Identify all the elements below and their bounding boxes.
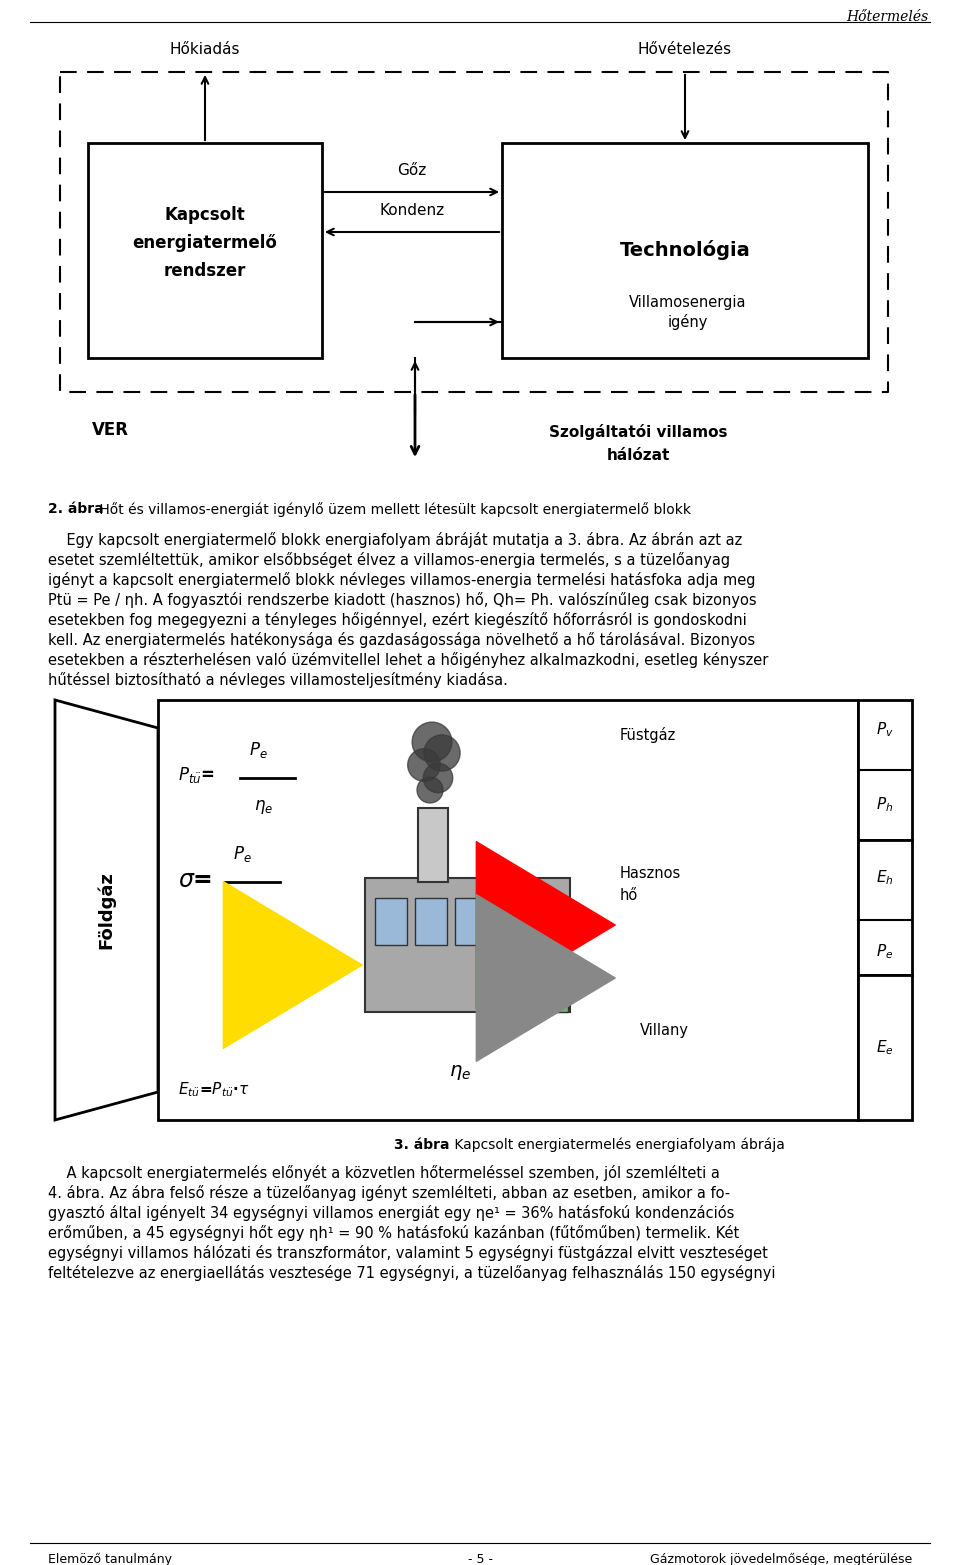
Text: esetet szemléltettük, amikor elsőbbséget élvez a villamos-energia termelés, s a : esetet szemléltettük, amikor elsőbbséget… bbox=[48, 552, 731, 568]
Text: erőműben, a 45 egységnyi hőt egy ηh¹ = 90 % hatásfokú kazánban (fűtőműben) terme: erőműben, a 45 egységnyi hőt egy ηh¹ = 9… bbox=[48, 1225, 739, 1241]
Text: $E_e$: $E_e$ bbox=[876, 1039, 894, 1058]
Text: kell. Az energiatermelés hatékonysága és gazdaságossága növelhető a hő tárolásáv: kell. Az energiatermelés hatékonysága és… bbox=[48, 632, 756, 648]
Text: gyasztó által igényelt 34 egységnyi villamos energiát egy ηe¹ = 36% hatásfokú ko: gyasztó által igényelt 34 egységnyi vill… bbox=[48, 1205, 734, 1221]
Text: $P_e$: $P_e$ bbox=[249, 740, 267, 761]
Text: esetekben fog megegyezni a tényleges hőigénnyel, ezért kiegészítő hőforrásról is: esetekben fog megegyezni a tényleges hői… bbox=[48, 612, 747, 628]
Bar bbox=[365, 878, 570, 1013]
Text: Egy kapcsolt energiatermelő blokk energiafolyam ábráját mutatja a 3. ábra. Az áb: Egy kapcsolt energiatermelő blokk energi… bbox=[48, 532, 742, 548]
Text: $P_e$: $P_e$ bbox=[232, 844, 252, 864]
Text: esetekben a részterhelésen való üzémvitellel lehet a hőigényhez alkalmazkodni, e: esetekben a részterhelésen való üzémvite… bbox=[48, 653, 768, 668]
Text: 2. ábra: 2. ábra bbox=[48, 502, 104, 516]
Text: $E_{t\ddot{u}}$=$P_{t\ddot{u}}$·$\tau$: $E_{t\ddot{u}}$=$P_{t\ddot{u}}$·$\tau$ bbox=[178, 1081, 250, 1099]
Point bbox=[434, 740, 449, 765]
Text: Kapcsolt: Kapcsolt bbox=[164, 207, 246, 224]
Bar bbox=[858, 840, 912, 975]
Text: Hasznos: Hasznos bbox=[620, 865, 682, 881]
Text: Ptü = Pe / ηh. A fogyasztói rendszerbe kiadott (hasznos) hő, Qh= Ph. valószínűle: Ptü = Pe / ηh. A fogyasztói rendszerbe k… bbox=[48, 592, 756, 607]
Text: Hőt és villamos-energiát igénylő üzem mellett létesült kapcsolt energiatermelő b: Hőt és villamos-energiát igénylő üzem me… bbox=[95, 502, 691, 516]
Text: Gőz: Gőz bbox=[397, 163, 426, 178]
Bar bbox=[502, 142, 868, 358]
Point bbox=[424, 729, 440, 754]
Text: Hőkiadás: Hőkiadás bbox=[170, 42, 240, 58]
Text: Villany: Villany bbox=[640, 1022, 689, 1038]
Text: $\eta_e$: $\eta_e$ bbox=[449, 1063, 471, 1081]
Bar bbox=[158, 700, 858, 1121]
Text: Gázmotorok jövedelmősége, megtérülése: Gázmotorok jövedelmősége, megtérülése bbox=[650, 1552, 912, 1565]
Text: 3. ábra: 3. ábra bbox=[395, 1138, 450, 1152]
Point bbox=[422, 778, 438, 803]
Text: igényt a kapcsolt energiatermelő blokk névleges villamos-energia termelési hatás: igényt a kapcsolt energiatermelő blokk n… bbox=[48, 571, 756, 588]
Text: Szolgáltatói villamos: Szolgáltatói villamos bbox=[549, 424, 728, 440]
Text: $P_{t\ddot{u}}$=: $P_{t\ddot{u}}$= bbox=[178, 765, 215, 786]
Bar bbox=[455, 898, 487, 945]
Text: feltételezve az energiaellátás vesztesége 71 egységnyi, a tüzelőanyag felhasznál: feltételezve az energiaellátás veszteség… bbox=[48, 1265, 776, 1282]
Text: $P_h$: $P_h$ bbox=[241, 901, 259, 920]
Bar bbox=[418, 808, 448, 883]
Bar bbox=[858, 700, 912, 840]
Bar bbox=[858, 975, 912, 1121]
Text: Hőtermelés: Hőtermelés bbox=[846, 9, 928, 23]
Text: - 5 -: - 5 - bbox=[468, 1552, 492, 1565]
Text: hő: hő bbox=[620, 889, 638, 903]
Text: Hővételezés: Hővételezés bbox=[638, 42, 732, 58]
Polygon shape bbox=[55, 700, 158, 1121]
Text: hűtéssel biztosítható a névleges villamosteljesítmény kiadása.: hűtéssel biztosítható a névleges villamo… bbox=[48, 671, 508, 689]
Text: 4. ábra. Az ábra felső része a tüzelőanyag igényt szemlélteti, abban az esetben,: 4. ábra. Az ábra felső része a tüzelőany… bbox=[48, 1185, 731, 1200]
Text: igény: igény bbox=[668, 315, 708, 330]
Text: 3. ábra Kapcsolt energiatermelés energiafolyam ábrája: 3. ábra Kapcsolt energiatermelés energia… bbox=[288, 1138, 672, 1152]
Text: $E_h$: $E_h$ bbox=[876, 869, 894, 887]
Text: $P_v$: $P_v$ bbox=[876, 720, 894, 739]
Bar bbox=[505, 955, 568, 1013]
Text: $\sigma$=: $\sigma$= bbox=[178, 869, 212, 892]
Text: Villamosenergia: Villamosenergia bbox=[629, 294, 747, 310]
Bar bbox=[415, 898, 447, 945]
Text: Elemöző tanulmány: Elemöző tanulmány bbox=[48, 1552, 172, 1565]
Text: Kapcsolt energiatermelés energiafolyam ábrája: Kapcsolt energiatermelés energiafolyam á… bbox=[450, 1138, 785, 1152]
Text: rendszer: rendszer bbox=[164, 261, 246, 280]
Bar bbox=[88, 142, 322, 358]
Point bbox=[430, 765, 445, 790]
Bar bbox=[375, 898, 407, 945]
Text: hálózat: hálózat bbox=[607, 448, 670, 463]
Text: Földgáz: Földgáz bbox=[97, 872, 116, 948]
Text: $\eta_e$: $\eta_e$ bbox=[254, 798, 274, 815]
Text: Technológia: Technológia bbox=[619, 239, 751, 260]
Text: $P_e$: $P_e$ bbox=[876, 942, 894, 961]
Text: Kondenz: Kondenz bbox=[379, 203, 444, 218]
Point bbox=[417, 753, 432, 778]
Text: $P_h$: $P_h$ bbox=[876, 795, 894, 814]
Text: egységnyi villamos hálózati és transzformátor, valamint 5 egységnyi füstgázzal e: egységnyi villamos hálózati és transzfor… bbox=[48, 1246, 768, 1261]
Text: energiatermelő: energiatermelő bbox=[132, 235, 277, 252]
Text: Füstgáz: Füstgáz bbox=[620, 728, 676, 743]
Text: VER: VER bbox=[91, 421, 129, 440]
Text: A kapcsolt energiatermelés előnyét a közvetlen hőtermeléssel szemben, jól szemlé: A kapcsolt energiatermelés előnyét a köz… bbox=[48, 1164, 720, 1182]
